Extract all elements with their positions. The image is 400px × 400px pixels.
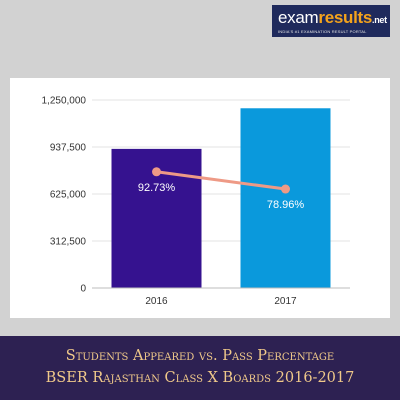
y-tick-label: 1,250,000	[42, 96, 87, 107]
pass-percentage-line	[155, 170, 287, 191]
bar-2017	[240, 108, 331, 288]
y-tick-label: 625,000	[50, 190, 87, 201]
title-banner: Students Appeared vs. Pass Percentage BS…	[0, 336, 400, 400]
y-tick-label: 0	[80, 284, 86, 295]
logo-part-results: results	[318, 8, 373, 27]
banner-line-2: BSER Rajasthan Class X Boards 2016-2017	[45, 370, 355, 386]
logo-tagline: INDIA'S #1 EXAMINATION RESULT PORTAL	[278, 29, 367, 34]
pass-percentage-label: 92.73%	[138, 182, 176, 194]
pass-percentage-point	[281, 184, 290, 194]
pass-percentage-point	[152, 167, 161, 177]
y-tick-label: 937,500	[50, 143, 87, 154]
logo-part-net: .net	[372, 15, 387, 25]
y-tick-label: 312,500	[50, 237, 87, 248]
x-tick-label: 2017	[274, 296, 297, 307]
combo-chart: 0 312,500 625,000 937,500 1,250,000 2016 2017 9…	[42, 96, 350, 307]
chart-card: 0 312,500 625,000 937,500 1,250,000 2016 2017 9…	[10, 78, 390, 318]
x-tick-label: 2016	[145, 296, 168, 307]
logo-wordmark: examresults.net	[278, 8, 387, 29]
examresults-logo: examresults.net INDIA'S #1 EXAMINATION R…	[272, 5, 390, 37]
banner-line-1: Students Appeared vs. Pass Percentage	[65, 348, 335, 364]
pass-percentage-label: 78.96%	[267, 199, 305, 211]
logo-part-exam: exam	[278, 8, 319, 27]
